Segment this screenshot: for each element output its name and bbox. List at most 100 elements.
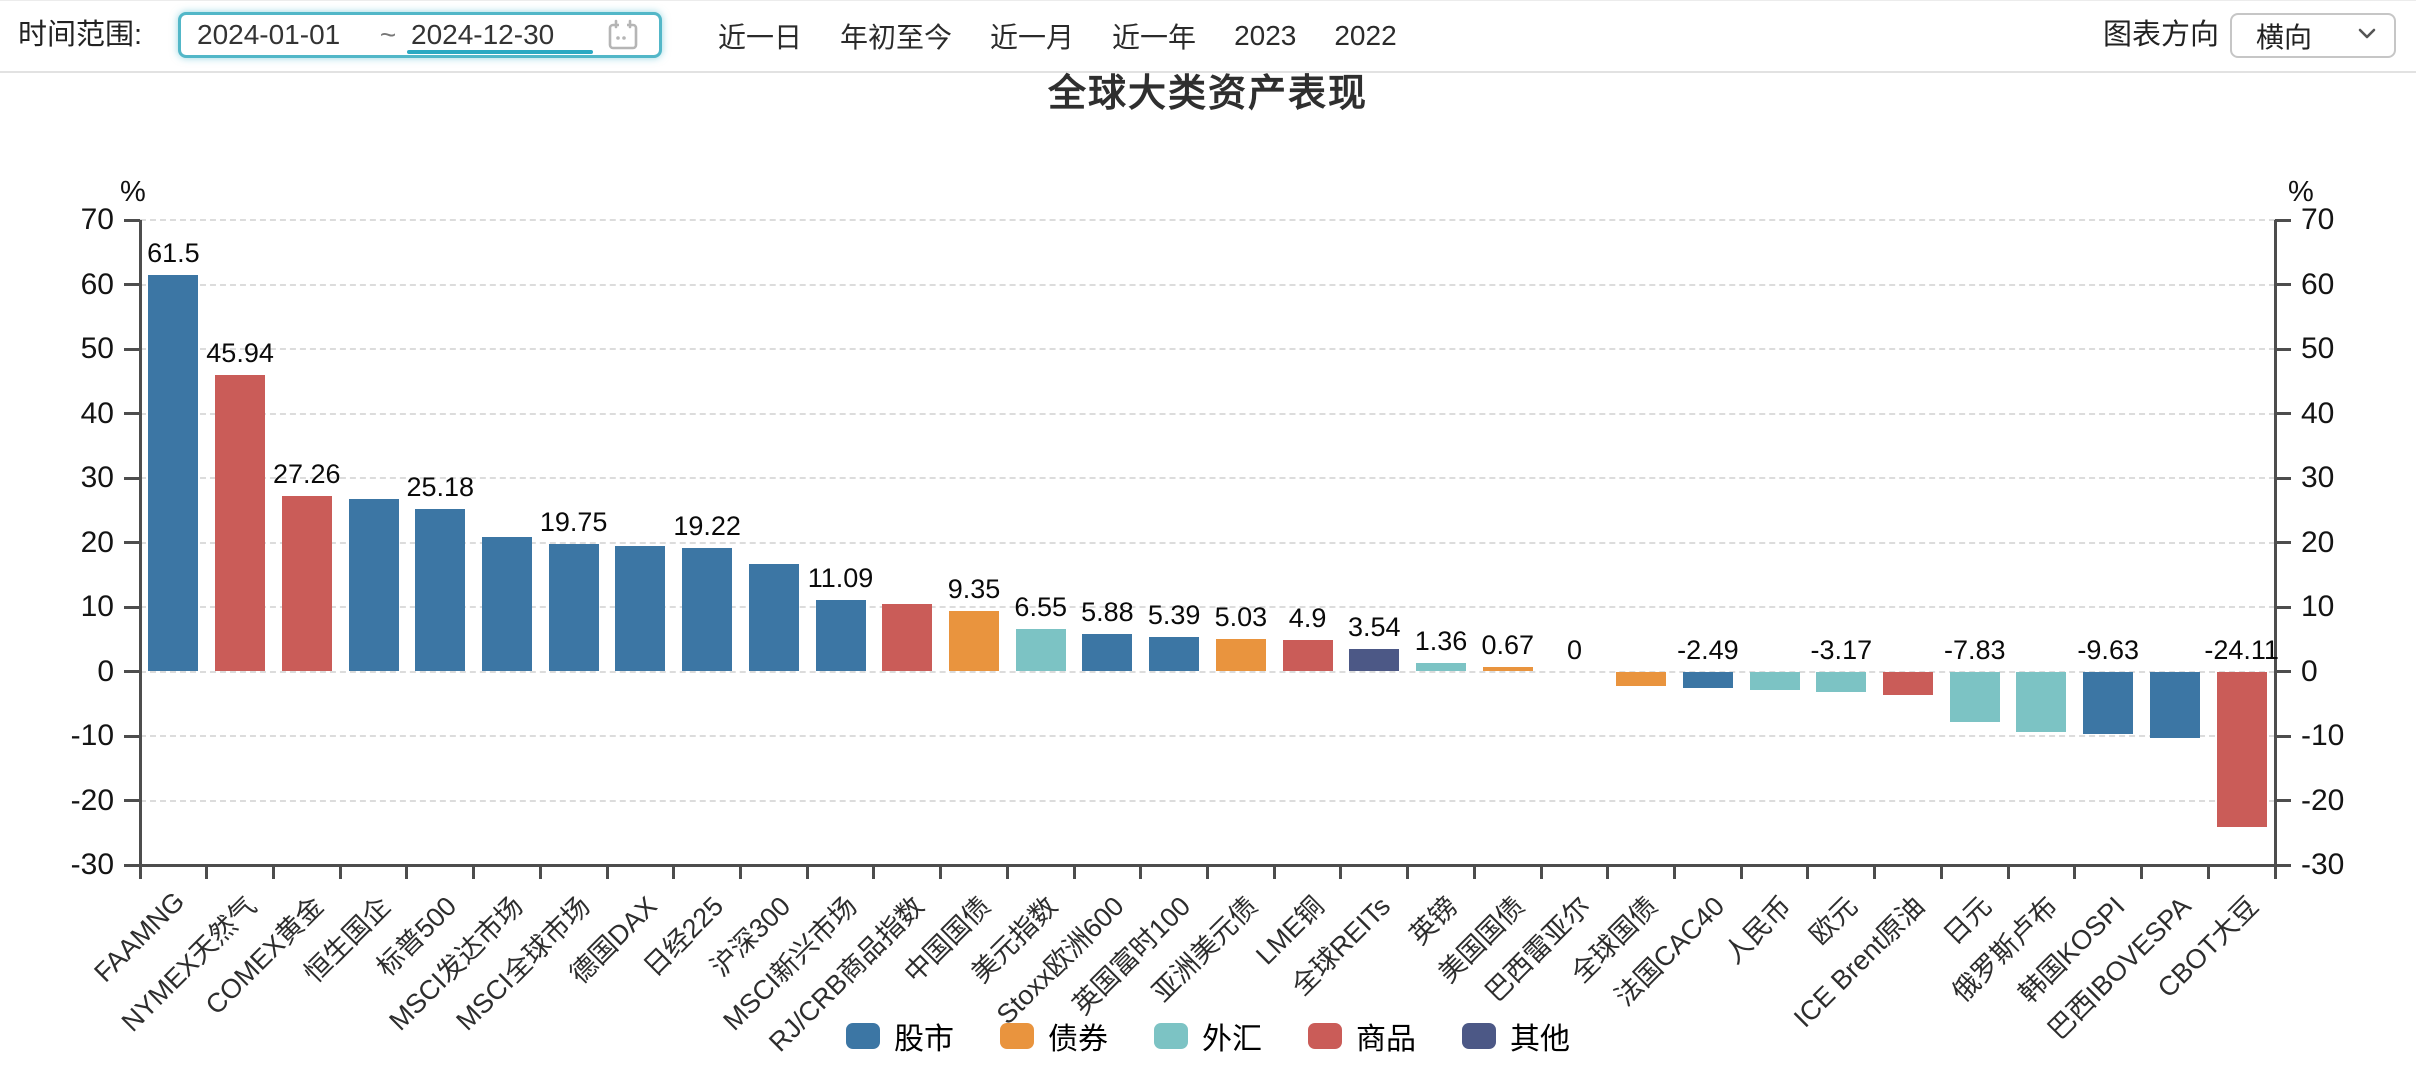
bar-俄罗斯卢布[interactable] — [2016, 671, 2067, 733]
legend-label: 商品 — [1356, 1023, 1416, 1056]
gridline — [140, 477, 2275, 479]
bar-MSCI发达市场[interactable] — [481, 536, 532, 672]
bar-日经225[interactable] — [682, 547, 733, 672]
bar-巴西IBOVESPA[interactable] — [2149, 671, 2200, 739]
date-range-input[interactable]: 2024-01-01 ~ 2024-12-30 — [178, 12, 662, 58]
legend-item-外汇[interactable]: 外汇 — [1154, 1014, 1262, 1058]
y-tick-mark — [2275, 799, 2291, 802]
y-tick-mark — [2275, 218, 2291, 222]
bar-全球国债[interactable] — [1616, 671, 1667, 686]
y-axis-tick-label-text: 60 — [80, 267, 114, 301]
y-axis-tick-label-text: -30 — [70, 848, 114, 881]
x-tick-mark — [738, 865, 742, 879]
end-date-field[interactable]: 2024-12-30 — [411, 19, 555, 50]
bar-value-label-text: 19.22 — [673, 510, 741, 541]
x-tick-mark — [2006, 865, 2010, 879]
quick-range-group: 近一日 年初至今 近一月 近一年 2023 2022 — [718, 0, 1397, 71]
y-axis-unit-left: % — [120, 176, 146, 208]
bar-全球REITs[interactable] — [1349, 648, 1400, 672]
y-tick-mark — [124, 863, 140, 867]
end-date-wrap[interactable]: 2024-12-30 — [407, 15, 593, 55]
bar-value-label-text: 6.55 — [1014, 592, 1067, 623]
bar-LME铜[interactable] — [1282, 639, 1333, 672]
y-tick-mark — [124, 412, 140, 415]
legend-label: 其他 — [1510, 1023, 1570, 1056]
bar-value-label-text: 9.35 — [947, 574, 1001, 605]
bar-中国国债[interactable] — [948, 611, 999, 672]
x-tick-mark — [939, 865, 943, 879]
quick-range-2023[interactable]: 2023 — [1234, 19, 1297, 51]
bar-英国富时100[interactable] — [1149, 636, 1200, 672]
y-axis-tick-label-text: 40 — [80, 396, 114, 430]
toolbar: 时间范围: 2024-01-01 ~ 2024-12-30 近一日 年初至今 — [0, 0, 2416, 71]
y-axis-tick-label-text: 10 — [80, 590, 114, 623]
x-tick-mark — [1139, 865, 1143, 879]
x-tick-mark — [2273, 865, 2277, 879]
bar-恒生国企[interactable] — [348, 499, 399, 672]
bar-标普500[interactable] — [415, 509, 466, 672]
quick-range-2022[interactable]: 2022 — [1334, 19, 1397, 51]
bar-Stoxx欧洲600[interactable] — [1082, 633, 1133, 672]
bar-value-label-text: -3.17 — [1810, 634, 1873, 665]
legend-item-其他[interactable]: 其他 — [1462, 1014, 1570, 1058]
y-tick-mark — [2275, 670, 2291, 673]
bar-value-label-text: 19.75 — [539, 507, 608, 538]
legend-swatch — [1308, 1023, 1342, 1049]
bar-MSCI全球市场[interactable] — [548, 544, 599, 672]
quick-range-last-month[interactable]: 近一月 — [990, 21, 1075, 53]
gridline — [140, 799, 2275, 802]
y-axis-tick-label-text: -10 — [70, 719, 114, 752]
y-tick-mark — [2275, 283, 2291, 286]
y-axis-tick-label-text: 50 — [2301, 332, 2335, 365]
x-tick-mark — [672, 865, 676, 879]
bar-value-label-text: 5.88 — [1081, 596, 1134, 627]
y-tick-mark — [2275, 476, 2291, 480]
bar-MSCI新兴市场[interactable] — [815, 599, 866, 672]
y-tick-mark — [124, 799, 140, 802]
legend-swatch — [846, 1023, 880, 1049]
gridline — [140, 606, 2275, 608]
bar-德国DAX[interactable] — [615, 546, 666, 672]
legend-label: 债券 — [1048, 1023, 1108, 1056]
bar-欧元[interactable] — [1816, 671, 1867, 692]
bar-COMEX黄金[interactable] — [281, 495, 332, 672]
x-tick-mark — [1272, 865, 1276, 879]
x-tick-mark — [1206, 865, 1209, 879]
bar-日元[interactable] — [1949, 671, 2000, 722]
x-tick-mark — [1673, 865, 1677, 879]
x-tick-mark — [2073, 865, 2077, 879]
legend-label: 外汇 — [1202, 1023, 1262, 1056]
bar-沪深300[interactable] — [748, 564, 799, 672]
x-axis-category-label-text: 人民币 — [1718, 890, 1797, 970]
gridline — [140, 283, 2275, 286]
bar-RJ/CRB商品指数[interactable] — [882, 603, 933, 672]
calendar-icon[interactable] — [605, 17, 641, 53]
bar-NYMEX天然气[interactable] — [215, 375, 266, 672]
bar-人民币[interactable] — [1749, 671, 1800, 690]
quick-range-ytd[interactable]: 年初至今 — [840, 21, 953, 53]
y-tick-mark — [124, 734, 140, 738]
x-tick-mark — [1539, 865, 1543, 879]
start-date-field[interactable]: 2024-01-01 — [197, 19, 341, 50]
bar-value-label-text: 45.94 — [206, 338, 274, 369]
bar-ICE Brent原油[interactable] — [1883, 671, 1934, 696]
legend-item-股市[interactable]: 股市 — [846, 1014, 954, 1058]
bar-美元指数[interactable] — [1015, 629, 1066, 672]
legend-item-债券[interactable]: 债券 — [1000, 1014, 1108, 1058]
bar-value-label-text: -2.49 — [1677, 634, 1739, 665]
bar-美国国债[interactable] — [1482, 667, 1533, 672]
y-tick-mark — [2275, 734, 2291, 738]
legend-item-商品[interactable]: 商品 — [1308, 1014, 1416, 1058]
y-axis-tick-label-text: 10 — [2301, 590, 2335, 623]
quick-range-last-year[interactable]: 近一年 — [1112, 21, 1197, 53]
bar-亚洲美元债[interactable] — [1215, 639, 1266, 672]
bar-法国CAC40[interactable] — [1682, 671, 1733, 688]
x-tick-mark — [1806, 865, 1810, 879]
gridline — [140, 412, 2275, 415]
quick-range-last-day[interactable]: 近一日 — [718, 21, 803, 53]
chart-direction-select[interactable]: 横向 — [2230, 13, 2396, 58]
bar-英镑[interactable] — [1416, 662, 1467, 672]
bar-韩国KOSPI[interactable] — [2083, 671, 2134, 734]
bar-FAAMNG[interactable] — [148, 274, 199, 672]
bar-CBOT大豆[interactable] — [2216, 671, 2267, 827]
